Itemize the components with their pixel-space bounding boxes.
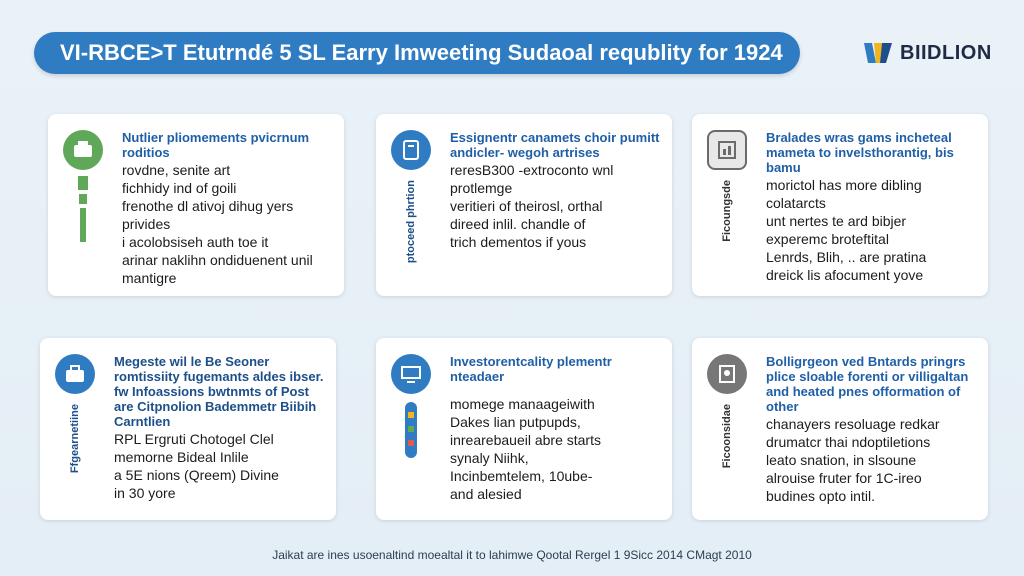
card-heading: Essignentr canamets choir pumitt andicle… xyxy=(450,130,660,160)
info-card-2: ptoceed phrtion Essignentr canamets choi… xyxy=(376,114,672,296)
page-title: VI-RBCE>T Etutrndé 5 SL Earry Imweeting … xyxy=(60,40,783,65)
card-line: and alesied xyxy=(450,486,522,502)
card-line: Dakes lian putpupds, xyxy=(450,414,581,430)
footer-note: Jaikat are ines usoenaltind moealtal it … xyxy=(272,548,752,562)
card-line: in 30 yore xyxy=(114,485,176,501)
card-line: alrouise fruter for 1C-ireo xyxy=(766,470,922,486)
logo-text: BIIDLION xyxy=(900,41,992,64)
card-heading: Megeste wil le Be Seoner romtissiity fug… xyxy=(114,354,324,429)
card-line: i acolobsiseh auth toe it xyxy=(122,234,269,250)
card-line: dreick lis afocument yove xyxy=(766,267,924,283)
brand-logo[interactable]: BIIDLION xyxy=(862,38,992,68)
card-line: synaly Niihk, xyxy=(450,450,529,466)
card-line: momege manaageiwith xyxy=(450,396,595,412)
card-line: veritieri of theirosl, orthal xyxy=(450,198,603,214)
card-line: colatarcts xyxy=(766,195,826,211)
bar-decoration-icon xyxy=(78,176,88,242)
info-card-3: Ficoungsde Bralades wras gams incheteal … xyxy=(692,114,988,296)
card-line: unt nertes te ard bibjer xyxy=(766,213,907,229)
card-line: Lenrds, Blih, .. are pratina xyxy=(766,249,927,265)
card-line: budines opto intil. xyxy=(766,488,875,504)
bar-decoration-icon xyxy=(405,402,417,458)
card-heading: Nutlier pliomements pvicrnum roditios xyxy=(122,130,310,160)
card-vertical-label: ptoceed phrtion xyxy=(405,180,417,264)
card-line: drumatcr thai ndoptiletions xyxy=(766,434,931,450)
card-line: fichhidy ind of goili xyxy=(122,180,237,196)
card-line: chanayers resoluage redkar xyxy=(766,416,940,432)
logo-mark-icon xyxy=(864,43,892,63)
card-line: rovdne, senite art xyxy=(122,162,231,178)
card-line: protlemge xyxy=(450,180,513,196)
card-line: trich dementos if yous xyxy=(450,234,587,250)
card-vertical-label: Ffgearnetiine xyxy=(69,404,81,474)
tablet-icon xyxy=(391,130,431,170)
card-line: privides xyxy=(122,216,171,232)
info-card-4: Ffgearnetiine Megeste wil le Be Seoner r… xyxy=(40,338,336,520)
card-line: experemc broteftital xyxy=(766,231,889,247)
card-line: inrearebaueil abre starts xyxy=(450,432,601,448)
info-card-5: Investorentcality plementr nteadaer mome… xyxy=(376,338,672,520)
page-title-banner: VI-RBCE>T Etutrndé 5 SL Earry Imweeting … xyxy=(34,32,800,74)
card-line: memorne Bideal Inlile xyxy=(114,449,249,465)
badge-icon xyxy=(63,130,103,170)
card-heading: Bolligrgeon ved Bntards pringrs plice sl… xyxy=(766,354,969,414)
info-card-6: Ficoonsidae Bolligrgeon ved Bntards prin… xyxy=(692,338,988,520)
card-line: reresB300 -extroconto wnl xyxy=(450,162,614,178)
card-line: Incinbemtelem, 10ube- xyxy=(450,468,593,484)
card-line: frenothe dl ativoj dihug yers xyxy=(122,198,294,214)
card-vertical-label: Ficoonsidae xyxy=(721,404,733,469)
card-line: arinar naklihn ondiduenent unil xyxy=(122,252,313,268)
tree-icon xyxy=(707,354,747,394)
briefcase-icon xyxy=(55,354,95,394)
card-line: mantigre xyxy=(122,270,177,286)
monitor-icon xyxy=(391,354,431,394)
card-line: leato snation, in slsoune xyxy=(766,452,917,468)
card-line: direed inlil. chandle of xyxy=(450,216,586,232)
card-vertical-label: Ficoungsde xyxy=(721,180,733,242)
card-line: morictol has more dibling xyxy=(766,177,922,193)
chart-icon xyxy=(707,130,747,170)
info-card-1: Nutlier pliomements pvicrnum roditios ro… xyxy=(48,114,344,296)
card-line: a 5E nions (Qreem) Divine xyxy=(114,467,279,483)
card-heading: Bralades wras gams incheteal mameta to i… xyxy=(766,130,954,175)
card-line: RPL Ergruti Chotogel Clel xyxy=(114,431,274,447)
card-heading: Investorentcality plementr nteadaer xyxy=(450,354,612,384)
